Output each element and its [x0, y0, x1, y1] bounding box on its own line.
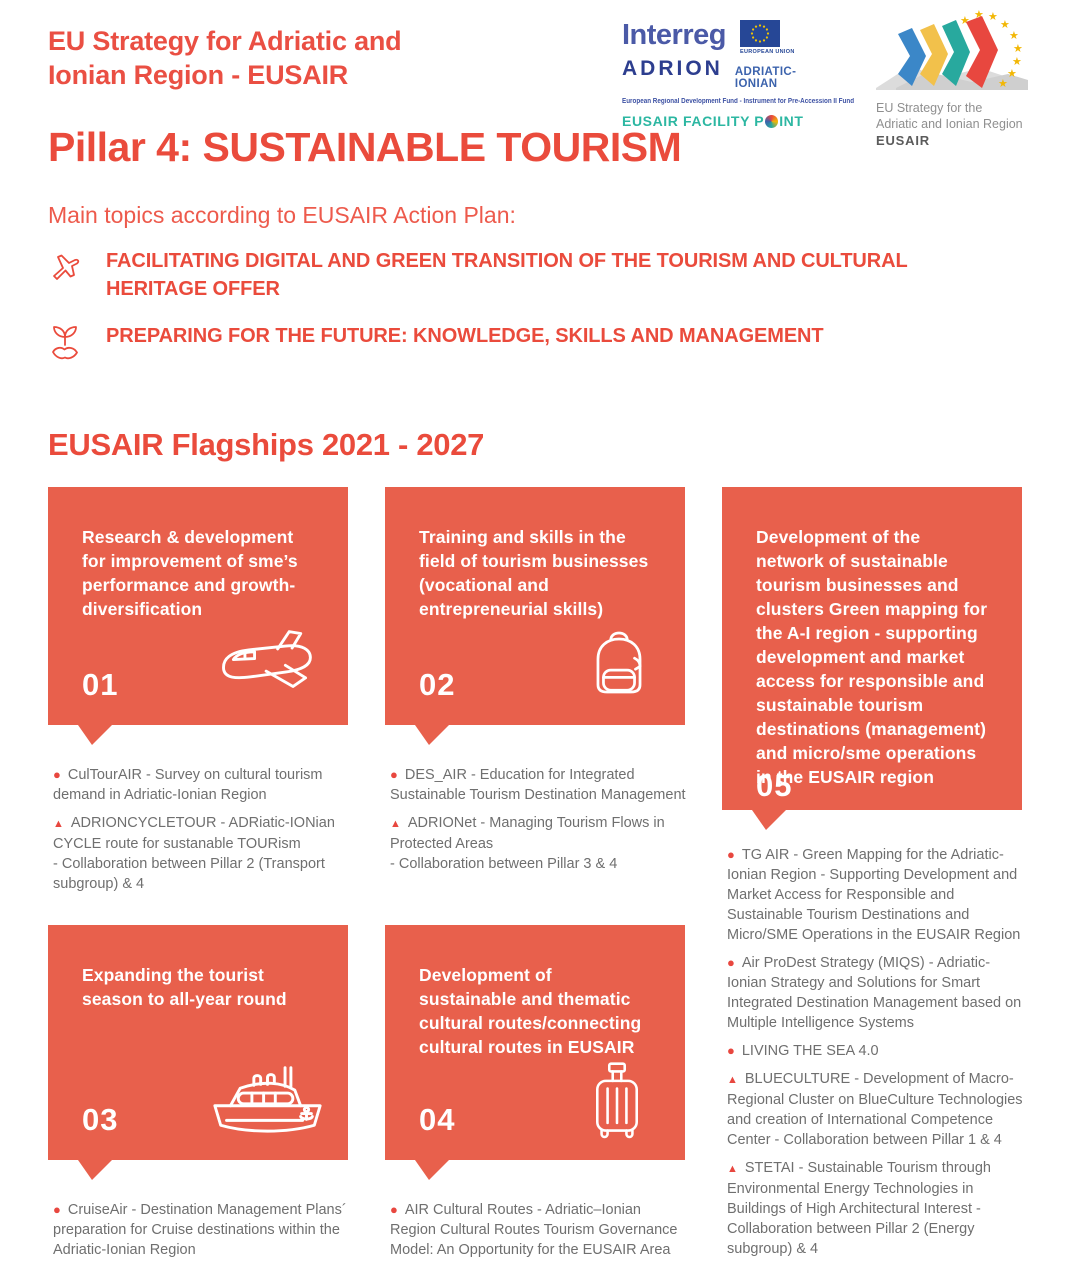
flagship-project-item: ▲ STETAI - Sustainable Tourism through En… — [727, 1158, 1025, 1259]
flagship-02-projects: ● DES_AIR - Education for Integrated Sust… — [385, 765, 688, 925]
flagships-column-2: Training and skills in the field of tour… — [385, 487, 688, 1268]
interreg-adrion-logo: Interreg EUROPEAN UNION ADRION ADRIATIC-… — [622, 19, 855, 129]
main-topic-1-text: FACILITATING DIGITAL AND GREEN TRANSITIO… — [106, 250, 908, 300]
main-topic-1: FACILITATING DIGITAL AND GREEN TRANSITIO… — [48, 247, 936, 303]
flagship-card-05-number: 05 — [756, 768, 793, 803]
flagship-card-03: Expanding the tourist season to all-year… — [48, 925, 348, 1180]
flagship-project-item: ● DES_AIR - Education for Integrated Sust… — [390, 765, 688, 805]
flagships-heading: EUSAIR Flagships 2021 - 2027 — [48, 427, 485, 462]
document-title-line2: Ionian Region - EUSAIR — [48, 60, 349, 90]
svg-text:★: ★ — [1009, 29, 1019, 42]
flagship-project-text: ADRIONet - Managing Tourism Flows in Pro… — [390, 815, 665, 872]
flagship-project-item: ▲ ADRIONCYCLETOUR - ADRiatic-IONian CYCLE… — [53, 813, 351, 894]
circle-bullet-icon: ● — [53, 1202, 61, 1217]
eusair-sails-icon: ★ ★ ★ ★★★ ★★★ — [876, 8, 1028, 90]
flagship-project-text: ADRIONCYCLETOUR - ADRiatic-IONian CYCLE … — [53, 815, 335, 892]
main-topics-intro: Main topics according to EUSAIR Action P… — [48, 202, 516, 228]
flagship-project-item: ● CulTourAIR - Survey on cultural tourism… — [53, 765, 351, 805]
flagship-03-projects: ● CruiseAir - Destination Management Plan… — [48, 1200, 351, 1260]
interreg-wordmark: Interreg — [622, 19, 726, 51]
eusair-logo-line2: Adriatic and Ionian Region — [876, 117, 1023, 131]
backpack-icon — [596, 631, 642, 694]
hand-plant-icon — [52, 326, 78, 360]
eusair-logo-wordmark: EUSAIR — [876, 133, 930, 148]
flagship-card-02: Training and skills in the field of tour… — [385, 487, 685, 745]
flagship-04-projects: ● AIR Cultural Routes - Adriatic–Ionian R… — [385, 1200, 688, 1260]
funds-line: European Regional Development Fund - Ins… — [622, 98, 855, 105]
facility-text-prefix: EUSAIR FACILITY P — [622, 113, 765, 129]
flagships-column-1: Research & development for improvement o… — [48, 487, 348, 1268]
main-topic-2-text: PREPARING FOR THE FUTURE: KNOWLEDGE, SKI… — [106, 325, 824, 347]
pillar-heading: Pillar 4: SUSTAINABLE TOURISM — [48, 124, 682, 170]
circle-bullet-icon: ● — [727, 847, 735, 862]
flagships-column-3: Development of the network of sustainabl… — [722, 487, 1025, 1267]
eusair-logo-line1: EU Strategy for the — [876, 101, 983, 115]
svg-text:★: ★ — [1013, 42, 1023, 55]
flagship-project-text: TG AIR - Green Mapping for the Adriatic-… — [727, 847, 1021, 943]
flagship-project-text: CruiseAir - Destination Management Plans… — [53, 1202, 347, 1258]
circle-bullet-icon: ● — [390, 1202, 398, 1217]
eu-flag-label: EUROPEAN UNION — [739, 49, 795, 55]
circle-bullet-icon: ● — [390, 767, 398, 782]
flagship-project-text: AIR Cultural Routes - Adriatic–Ionian Re… — [390, 1202, 678, 1258]
flagship-project-text: CulTourAIR - Survey on cultural tourism … — [53, 767, 323, 803]
facility-point-icon — [765, 114, 779, 128]
svg-text:★: ★ — [998, 77, 1008, 90]
flagship-card-03-title: Expanding the tourist season to all-year… — [82, 965, 287, 1009]
flagship-card-04: Development of sustainable and thematic … — [385, 925, 685, 1180]
cruise-ship-icon — [213, 1066, 322, 1133]
triangle-bullet-icon: ▲ — [727, 1163, 738, 1175]
eu-flag-icon — [739, 20, 780, 47]
flagship-project-item: ● TG AIR - Green Mapping for the Adriatic… — [727, 845, 1025, 945]
flagship-card-01-title: Research & development for improvement o… — [82, 527, 298, 619]
adrion-wordmark: ADRION — [622, 57, 723, 80]
svg-text:★: ★ — [974, 8, 984, 21]
airplane-icon — [222, 630, 312, 688]
flagship-05-projects: ● TG AIR - Green Mapping for the Adriatic… — [722, 845, 1025, 1259]
flagship-project-item: ● Air ProDest Strategy (MIQS) - Adriatic-… — [727, 953, 1025, 1033]
flagship-project-item: ● LIVING THE SEA 4.0 — [727, 1041, 1025, 1061]
flagship-project-text: DES_AIR - Education for Integrated Susta… — [390, 767, 686, 803]
flagship-project-text: STETAI - Sustainable Tourism through Env… — [727, 1160, 991, 1257]
main-topic-2: PREPARING FOR THE FUTURE: KNOWLEDGE, SKI… — [48, 322, 936, 360]
flagship-card-04-title: Development of sustainable and thematic … — [419, 965, 642, 1057]
flagship-card-01: Research & development for improvement o… — [48, 487, 348, 745]
document-title: EU Strategy for Adriatic and Ionian Regi… — [48, 24, 402, 92]
circle-bullet-icon: ● — [53, 767, 61, 782]
triangle-bullet-icon: ▲ — [53, 818, 64, 830]
flagship-project-text: BLUECULTURE - Development of Macro-Regio… — [727, 1071, 1023, 1148]
flagship-card-05-title: Development of the network of sustainabl… — [756, 527, 988, 787]
luggage-icon — [596, 1062, 638, 1139]
flagship-project-item: ▲ ADRIONet - Managing Tourism Flows in Pr… — [390, 813, 688, 874]
flagship-project-item: ● CruiseAir - Destination Management Plan… — [53, 1200, 351, 1260]
facility-text-suffix: INT — [779, 113, 804, 129]
document-title-line1: EU Strategy for Adriatic and — [48, 26, 402, 56]
flagship-card-04-number: 04 — [419, 1102, 456, 1137]
eusair-logo: ★ ★ ★ ★ ★ ★ ★ ★ ★ EU Strategy for the Adriatic… — [876, 8, 1028, 150]
flagship-project-text: LIVING THE SEA 4.0 — [741, 1043, 879, 1059]
svg-text:★: ★ — [1000, 18, 1010, 31]
flagship-project-item: ● AIR Cultural Routes - Adriatic–Ionian R… — [390, 1200, 688, 1260]
flagship-card-03-number: 03 — [82, 1102, 119, 1137]
flagship-card-01-number: 01 — [82, 667, 119, 702]
svg-text:★: ★ — [1007, 67, 1017, 80]
svg-text:★: ★ — [988, 10, 998, 23]
circle-bullet-icon: ● — [727, 1043, 735, 1058]
flagship-card-02-title: Training and skills in the field of tour… — [419, 527, 649, 619]
plane-icon — [53, 254, 80, 280]
triangle-bullet-icon: ▲ — [390, 818, 401, 830]
svg-text:★: ★ — [1012, 55, 1022, 68]
triangle-bullet-icon: ▲ — [727, 1074, 738, 1086]
flagship-01-projects: ● CulTourAIR - Survey on cultural tourism… — [48, 765, 351, 925]
flagship-card-05: Development of the network of sustainabl… — [722, 487, 1022, 830]
flagship-project-text: Air ProDest Strategy (MIQS) - Adriatic-I… — [727, 955, 1022, 1031]
eusair-facility-point-label: EUSAIR FACILITY P INT — [622, 113, 832, 129]
svg-text:★: ★ — [960, 14, 970, 27]
flagship-project-item: ▲ BLUECULTURE - Development of Macro-Regi… — [727, 1069, 1025, 1150]
adriatic-ionian-label: ADRIATIC-IONIAN — [734, 66, 797, 90]
circle-bullet-icon: ● — [727, 955, 735, 970]
flagship-card-02-number: 02 — [419, 667, 456, 702]
